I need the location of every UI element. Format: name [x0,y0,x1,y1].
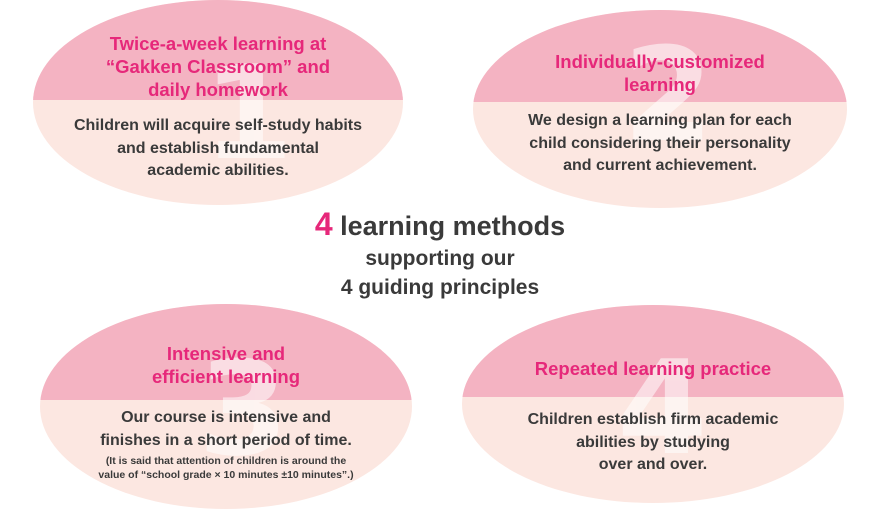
method-2-title: Individually-customized learning [555,51,765,95]
method-3-note: (It is said that attention of children i… [98,455,354,481]
method-2-header-band [473,10,847,102]
method-3-oval: 3 Intensive and efficient learning Our c… [40,304,412,509]
center-subheading-line-2: 4 guiding principles [340,276,540,299]
method-3-header-band [40,304,412,400]
method-3-title: Intensive and efficient learning [151,343,301,387]
method-4-title: Repeated learning practice [534,358,772,379]
method-1-title: Twice-a-week learning at “Gakken Classro… [105,33,331,100]
method-3-number: 3 [198,333,289,485]
center-heading: 4 learning methods [240,204,640,246]
center-heading-text: learning methods [340,211,566,241]
center-subheading-line-1: supporting our [365,247,515,270]
method-2-oval: 2 Individually-customized learning We de… [473,10,847,208]
method-4-oval: 4 Repeated learning practice Children es… [462,305,844,503]
method-1-header-band [33,0,403,100]
center-highlight-number: 4 [314,206,333,242]
method-4-description: Children establish firm academic abiliti… [527,411,779,473]
method-1-oval: 1 Twice-a-week learning at “Gakken Class… [33,0,403,205]
method-1-description: Children will acquire self-study habits … [73,117,363,179]
method-3-description: Our course is intensive and finishes in … [100,409,352,449]
method-2-description: We design a learning plan for each child… [528,112,792,174]
method-4-header-band [462,305,844,397]
method-4-number: 4 [617,332,708,484]
method-2-number: 2 [623,19,714,171]
method-1-number: 1 [203,37,294,189]
